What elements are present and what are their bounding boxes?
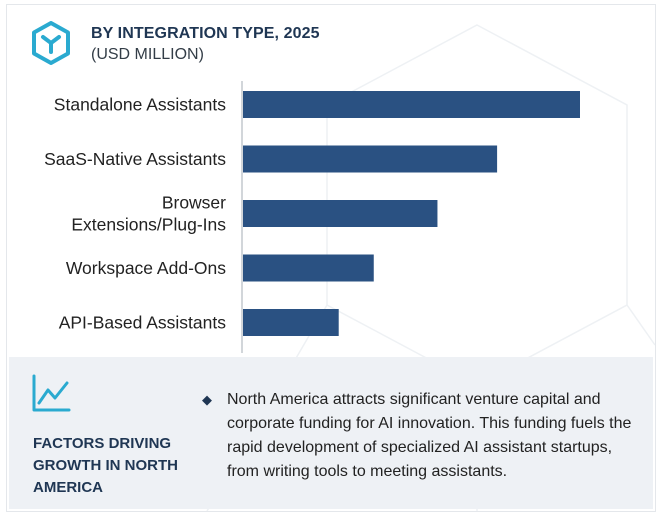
category-label-4: API-Based Assistants [59,313,227,333]
chart-card: BY INTEGRATION TYPE, 2025 (USD MILLION) … [6,4,656,512]
diamond-bullet-icon: ◆ [202,392,212,407]
category-label-0: Standalone Assistants [54,95,226,115]
bar-4 [243,309,339,336]
hexagon-logo-icon [32,21,70,65]
category-label-2-line-1: Extensions/Plug-Ins [71,215,226,235]
factors-panel: FACTORS DRIVING GROWTH IN NORTH AMERICA … [9,357,653,509]
category-label-2-line-0: Browser [162,193,226,213]
bar-0 [243,91,580,118]
bar-1 [243,145,498,173]
bar-chart: Standalone Assistants SaaS-Native Assista… [44,81,580,353]
category-label-1: SaaS-Native Assistants [44,149,226,169]
factors-title: FACTORS DRIVING GROWTH IN NORTH AMERICA [33,435,178,496]
chart-title: BY INTEGRATION TYPE, 2025 [91,25,320,42]
bar-2 [243,200,438,227]
bar-3 [243,254,374,282]
factors-text: North America attracts significant ventu… [227,391,632,480]
category-label-3: Workspace Add-Ons [66,258,226,278]
trend-line-icon [32,374,71,412]
chart-subtitle: (USD MILLION) [91,46,204,63]
